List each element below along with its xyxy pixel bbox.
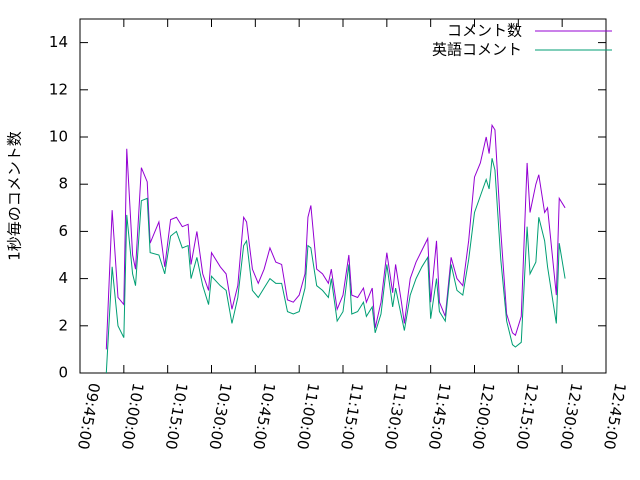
x-tick-label: 10:30:00 (205, 382, 234, 451)
y-tick-label: 6 (58, 222, 68, 240)
y-tick-label: 8 (58, 175, 68, 193)
x-tick-label: 12:00:00 (468, 382, 497, 451)
x-tick-label: 11:30:00 (381, 382, 410, 451)
y-tick-label: 2 (58, 316, 68, 334)
x-tick-label: 11:45:00 (425, 382, 454, 451)
x-tick-label: 12:30:00 (556, 382, 585, 451)
y-tick-label: 14 (49, 33, 68, 51)
legend-label: 英語コメント (432, 41, 522, 59)
legend-label: コメント数 (447, 22, 522, 40)
y-tick-label: 4 (58, 269, 68, 287)
y-tick-label: 12 (49, 80, 68, 98)
x-tick-label: 12:15:00 (512, 382, 541, 451)
x-tick-label: 12:45:00 (600, 382, 629, 451)
x-tick-label: 11:15:00 (337, 382, 366, 451)
x-tick-label: 10:00:00 (118, 382, 147, 451)
y-axis-label: 1秒毎のコメント数 (6, 131, 24, 261)
y-tick-label: 10 (49, 128, 68, 146)
plot-frame (79, 18, 607, 374)
y-tick-label: 0 (58, 364, 68, 382)
x-tick-label: 10:45:00 (249, 382, 278, 451)
series-line (105, 158, 566, 374)
series-line (105, 123, 566, 350)
x-tick-label: 10:15:00 (162, 382, 191, 451)
x-tick-label: 09:45:00 (74, 382, 103, 451)
x-tick-label: 11:00:00 (293, 382, 322, 451)
